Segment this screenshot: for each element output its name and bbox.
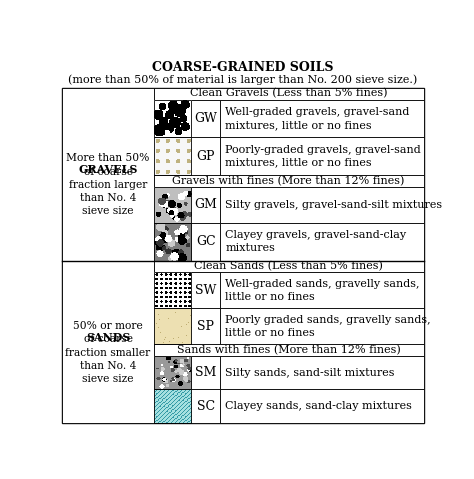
Bar	[154, 273, 191, 308]
Text: Clayey sands, sand-clay mixtures: Clayey sands, sand-clay mixtures	[225, 401, 412, 411]
Bar	[191, 356, 220, 389]
Bar	[191, 223, 220, 261]
Bar	[154, 308, 191, 344]
Bar	[191, 100, 220, 137]
Text: GC: GC	[196, 235, 216, 248]
Bar	[220, 137, 423, 175]
Bar	[154, 344, 423, 356]
Text: SANDS: SANDS	[86, 332, 130, 343]
Text: Clayey gravels, gravel-sand-clay
mixtures: Clayey gravels, gravel-sand-clay mixture…	[225, 230, 406, 253]
Text: Gravels with fines (More than 12% fines): Gravels with fines (More than 12% fines)	[173, 176, 405, 186]
Text: GM: GM	[194, 198, 217, 211]
Bar	[191, 187, 220, 223]
Text: Silty sands, sand-silt mixtures: Silty sands, sand-silt mixtures	[225, 368, 394, 378]
Bar	[220, 187, 423, 223]
Bar	[191, 273, 220, 308]
Bar	[220, 273, 423, 308]
Bar	[154, 175, 423, 187]
Text: More than 50%
of coarse
fraction larger
than No. 4
sieve size: More than 50% of coarse fraction larger …	[66, 153, 150, 216]
Text: Poorly-graded gravels, gravel-sand
mixtures, little or no fines: Poorly-graded gravels, gravel-sand mixtu…	[225, 145, 421, 168]
Bar	[154, 88, 423, 100]
Bar	[220, 356, 423, 389]
Text: (more than 50% of material is larger than No. 200 sieve size.): (more than 50% of material is larger tha…	[68, 74, 418, 85]
Text: Well-graded gravels, gravel-sand
mixtures, little or no fines: Well-graded gravels, gravel-sand mixture…	[225, 107, 410, 130]
Text: SC: SC	[197, 399, 215, 412]
Bar	[220, 223, 423, 261]
Bar	[220, 100, 423, 137]
Bar	[154, 137, 191, 175]
Bar	[63, 88, 154, 261]
Bar	[191, 308, 220, 344]
Text: SP: SP	[197, 320, 214, 333]
Bar	[154, 223, 191, 261]
Bar	[191, 389, 220, 423]
Text: Clean Gravels (Less than 5% fines): Clean Gravels (Less than 5% fines)	[190, 88, 387, 99]
Bar	[154, 261, 423, 273]
Bar	[154, 356, 191, 389]
Bar	[191, 137, 220, 175]
Text: GRAVELS: GRAVELS	[78, 164, 138, 175]
Text: Sands with fines (More than 12% fines): Sands with fines (More than 12% fines)	[177, 345, 401, 355]
Bar	[154, 389, 191, 423]
Text: GW: GW	[194, 112, 217, 125]
Text: 50% or more
of coarse
fraction smaller
than No. 4
sieve size: 50% or more of coarse fraction smaller t…	[65, 321, 151, 384]
Text: SW: SW	[195, 284, 217, 297]
Bar	[220, 308, 423, 344]
Text: COARSE-GRAINED SOILS: COARSE-GRAINED SOILS	[152, 61, 334, 74]
Text: GP: GP	[197, 149, 215, 162]
Text: Well-graded sands, gravelly sands,
little or no fines: Well-graded sands, gravelly sands, littl…	[225, 279, 419, 302]
Bar	[63, 261, 154, 423]
Bar	[220, 389, 423, 423]
Bar	[154, 187, 191, 223]
Text: SM: SM	[195, 366, 217, 379]
Bar	[154, 100, 191, 137]
Text: Poorly graded sands, gravelly sands,
little or no fines: Poorly graded sands, gravelly sands, lit…	[225, 315, 431, 338]
Text: Clean Sands (Less than 5% fines): Clean Sands (Less than 5% fines)	[194, 262, 383, 272]
Text: Silty gravels, gravel-sand-silt mixtures: Silty gravels, gravel-sand-silt mixtures	[225, 200, 442, 210]
